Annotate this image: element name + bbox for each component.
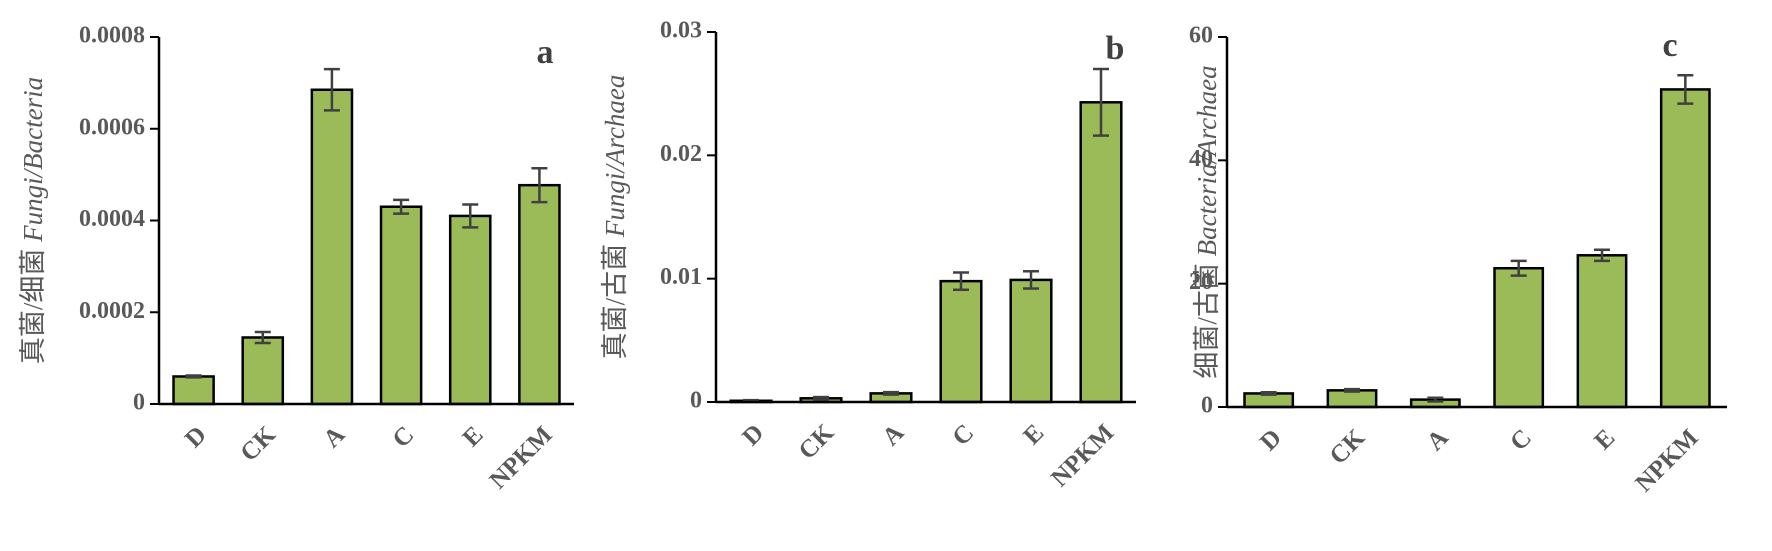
y-tick-label: 0.0006 bbox=[79, 114, 145, 140]
y-axis-label: 真菌/古菌 Fungi/Archaea bbox=[600, 75, 630, 360]
y-axis-label-cn: 真菌/古菌 bbox=[600, 244, 630, 360]
error-bar bbox=[1510, 259, 1527, 277]
error-bar bbox=[1260, 390, 1277, 396]
y-tick-label: 0.0004 bbox=[79, 206, 145, 232]
y-tick-label: 0.0002 bbox=[79, 298, 145, 324]
bar bbox=[1659, 88, 1711, 409]
error-bar bbox=[953, 271, 969, 292]
error-bar bbox=[883, 390, 899, 396]
x-tick-label: C bbox=[388, 421, 420, 453]
error-bar bbox=[531, 166, 548, 204]
bar bbox=[1079, 101, 1123, 404]
error-bar bbox=[1427, 396, 1444, 403]
bar bbox=[939, 279, 983, 404]
bar bbox=[1009, 278, 1053, 404]
error-bar bbox=[1344, 387, 1360, 393]
x-tick-label: NPKM bbox=[1046, 419, 1119, 492]
y-tick-label: 0.01 bbox=[660, 264, 702, 290]
x-tick-label: NPKM bbox=[1631, 424, 1704, 497]
y-axis-label-latin: Fungi/Archaea bbox=[600, 75, 630, 238]
x-tick-label: A bbox=[877, 419, 909, 451]
error-bar bbox=[813, 395, 829, 401]
panel-label: b bbox=[1106, 30, 1125, 67]
x-tick-label: CK bbox=[235, 421, 281, 467]
panel-label: c bbox=[1662, 27, 1677, 64]
bar bbox=[1576, 254, 1628, 409]
y-tick-label: 60 bbox=[1189, 23, 1213, 49]
error-bar bbox=[393, 198, 410, 215]
x-tick-label: A bbox=[318, 421, 350, 453]
x-tick-label: D bbox=[180, 421, 212, 453]
y-tick-label: 0 bbox=[133, 390, 145, 416]
error-bar bbox=[323, 67, 340, 112]
x-tick-label: E bbox=[1018, 419, 1049, 450]
x-tick-label: A bbox=[1422, 424, 1454, 456]
y-tick-label: 0.03 bbox=[660, 18, 702, 44]
x-tick-label: NPKM bbox=[485, 421, 558, 494]
x-tick-label: D bbox=[737, 419, 769, 451]
y-tick-label: 0 bbox=[1201, 393, 1213, 419]
y-axis-label-cn: 真菌/细菌 bbox=[18, 249, 48, 365]
error-bar bbox=[462, 203, 479, 229]
x-tick-label: CK bbox=[1325, 424, 1371, 470]
error-bar bbox=[1023, 270, 1039, 290]
y-axis-label-cn: 细菌/古菌 bbox=[1192, 263, 1222, 379]
x-tick-label: C bbox=[1505, 424, 1537, 456]
error-bar bbox=[185, 374, 202, 379]
error-bar bbox=[1677, 73, 1694, 105]
bar bbox=[379, 205, 423, 406]
bar bbox=[448, 214, 492, 406]
y-tick-label: 40 bbox=[1189, 146, 1213, 172]
bar bbox=[241, 336, 285, 406]
y-tick-label: 0.0008 bbox=[79, 23, 145, 49]
x-tick-label: CK bbox=[794, 419, 840, 465]
bar bbox=[518, 183, 561, 406]
error-bar bbox=[1093, 67, 1109, 137]
x-tick-label: E bbox=[458, 421, 489, 452]
error-bar bbox=[254, 330, 271, 345]
bar bbox=[1493, 267, 1545, 409]
x-tick-label: D bbox=[1255, 424, 1287, 456]
y-axis-label: 真菌/细菌 Fungi/Bacteria bbox=[18, 77, 48, 364]
x-tick-label: E bbox=[1589, 424, 1620, 455]
y-axis-label-latin: Fungi/Bacteria bbox=[18, 77, 48, 243]
y-axis-label: 细菌/古菌 Bacteria/Archaea bbox=[1192, 65, 1222, 378]
bar bbox=[1326, 389, 1378, 409]
bar bbox=[172, 375, 215, 406]
y-tick-label: 20 bbox=[1189, 269, 1213, 295]
y-axis-label-latin: Bacteria/Archaea bbox=[1192, 65, 1222, 256]
x-tick-label: C bbox=[947, 419, 979, 451]
bar bbox=[310, 88, 354, 406]
panel-label: a bbox=[537, 34, 554, 71]
y-tick-label: 0 bbox=[690, 388, 702, 414]
y-tick-label: 0.02 bbox=[660, 141, 702, 167]
error-bar bbox=[1594, 248, 1610, 263]
